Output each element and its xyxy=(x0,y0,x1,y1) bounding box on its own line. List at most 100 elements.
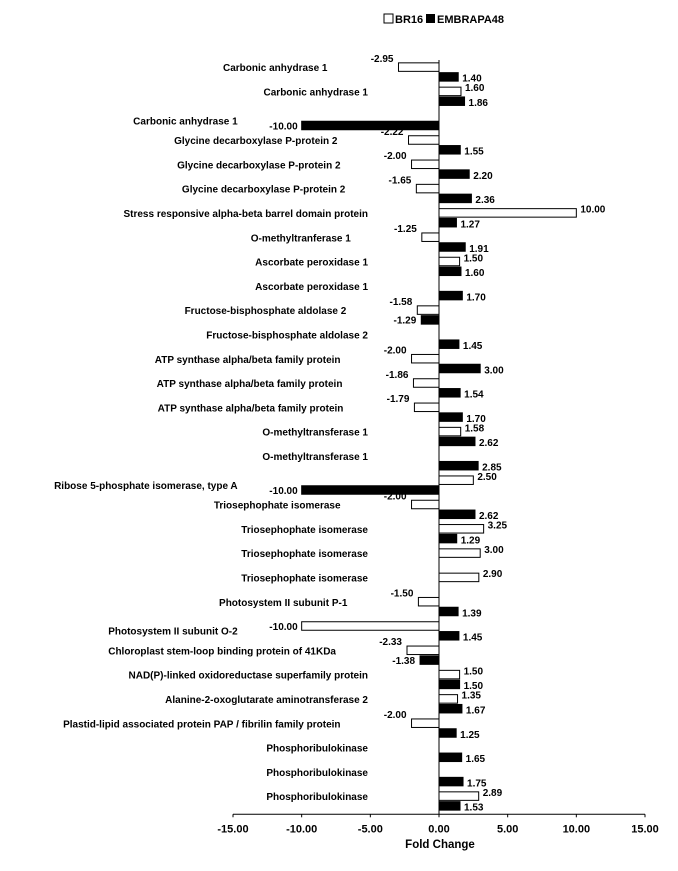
category-label: Photosystem II subunit O-2 xyxy=(108,627,238,638)
category-label: Fructose-bisphosphate aldolase 2 xyxy=(185,306,347,317)
data-label-br16: -2.22 xyxy=(381,127,404,138)
category-label: Phosphoribulokinase xyxy=(266,744,368,755)
bar-br16 xyxy=(421,232,440,242)
bar-br16 xyxy=(397,62,440,72)
bar-embrapa48 xyxy=(420,315,440,325)
bar-br16 xyxy=(438,208,577,218)
legend-swatch-br16 xyxy=(383,13,394,24)
data-label-br16: 2.50 xyxy=(477,472,497,483)
data-label-embrapa48: 2.85 xyxy=(482,462,502,473)
bar-embrapa48 xyxy=(438,801,461,811)
category-label: O-methyltranferase 1 xyxy=(251,233,351,244)
data-label-embrapa48: 1.67 xyxy=(466,705,486,716)
bar-br16 xyxy=(417,596,440,607)
data-label-embrapa48: 2.62 xyxy=(479,511,499,522)
bar-embrapa48 xyxy=(438,728,457,738)
bar-br16 xyxy=(411,159,440,170)
data-label-embrapa48: -10.00 xyxy=(269,121,298,132)
bar-embrapa48 xyxy=(438,679,461,690)
data-label-embrapa48: 2.20 xyxy=(473,171,493,182)
data-label-embrapa48: 1.45 xyxy=(463,633,483,644)
legend: BR16 EMBRAPA48 xyxy=(383,13,504,26)
bar-br16 xyxy=(438,426,462,437)
bar-embrapa48 xyxy=(438,533,458,544)
data-label-embrapa48: 1.45 xyxy=(463,341,483,352)
category-label: Photosystem II subunit P-1 xyxy=(219,598,348,609)
bar-br16 xyxy=(416,305,440,315)
data-label-br16: -1.86 xyxy=(386,370,409,381)
data-label-embrapa48: 1.55 xyxy=(464,147,484,158)
category-label: Carbonic anhydrase 1 xyxy=(133,116,238,127)
bar-br16 xyxy=(438,694,459,704)
data-label-embrapa48: 1.40 xyxy=(462,74,482,85)
data-label-embrapa48: 2.36 xyxy=(475,195,495,206)
bar-br16 xyxy=(301,621,440,631)
bar-br16 xyxy=(406,645,440,656)
data-label-embrapa48: -1.38 xyxy=(392,656,415,667)
category-label: Triosephophate isomerase xyxy=(241,549,368,560)
category-label: ATP synthase alpha/beta family protein xyxy=(157,379,343,390)
category-label: ATP synthase alpha/beta family protein xyxy=(158,403,344,414)
category-label: Glycine decarboxylase P-protein 2 xyxy=(182,185,346,196)
bar-br16 xyxy=(408,135,440,145)
category-label: Triosephophate isomerase xyxy=(241,525,368,536)
x-tick-label: -5.00 xyxy=(358,823,383,835)
data-label-embrapa48: 3.00 xyxy=(484,365,504,376)
data-label-br16: 1.60 xyxy=(465,83,485,94)
legend-label-embrapa48: EMBRAPA48 xyxy=(437,14,504,26)
bar-br16 xyxy=(438,572,480,583)
bar-br16 xyxy=(438,86,462,97)
data-label-br16: 2.89 xyxy=(483,788,503,799)
bar-embrapa48 xyxy=(438,436,476,447)
data-label-embrapa48: 2.62 xyxy=(479,438,499,449)
bar-br16 xyxy=(438,791,480,801)
data-label-embrapa48: 1.29 xyxy=(461,535,481,546)
bar-embrapa48 xyxy=(438,606,459,617)
data-label-br16: 1.50 xyxy=(464,666,484,677)
data-label-embrapa48: 1.50 xyxy=(464,681,484,692)
category-label: Plastid-lipid associated protein PAP / f… xyxy=(63,719,340,730)
category-label: O-methyltransferase 1 xyxy=(262,428,368,439)
bar-embrapa48 xyxy=(438,339,460,349)
x-tick-label: 10.00 xyxy=(563,823,591,835)
bar-br16 xyxy=(438,475,474,485)
data-label-br16: 2.90 xyxy=(483,569,503,580)
value-labels: -2.951.401.601.86-10.00 -2.221.55-2.002.2… xyxy=(269,54,605,814)
bar-embrapa48 xyxy=(438,217,457,228)
category-label: NAD(P)-linked oxidoreductase superfamily… xyxy=(129,671,369,682)
data-label-embrapa48: 1.70 xyxy=(466,414,486,425)
data-label-embrapa48: 1.25 xyxy=(460,730,480,741)
x-tick-label: 5.00 xyxy=(497,823,518,835)
bar-br16 xyxy=(415,183,440,194)
data-label-br16: -10.00 xyxy=(269,622,298,633)
bar-br16 xyxy=(438,256,461,267)
bar-embrapa48 xyxy=(438,388,461,398)
data-label-embrapa48: 1.91 xyxy=(469,244,489,255)
x-tick-label: -15.00 xyxy=(217,823,248,835)
category-label: Glycine decarboxylase P-protein 2 xyxy=(174,136,338,147)
bar-br16 xyxy=(438,524,485,534)
x-axis: -15.00 -10.00 -5.00 0.00 5.00 10.00 15.00 xyxy=(217,813,659,835)
bars xyxy=(301,62,577,811)
bar-embrapa48 xyxy=(301,485,440,495)
bar-embrapa48 xyxy=(438,631,460,641)
x-tick-label: -10.00 xyxy=(286,823,317,835)
bar-br16 xyxy=(412,378,440,388)
data-label-br16: 1.35 xyxy=(462,691,482,702)
data-label-br16: -1.65 xyxy=(389,175,412,186)
legend-label-br16: BR16 xyxy=(395,14,423,26)
data-label-embrapa48: -1.29 xyxy=(393,316,416,327)
bar-embrapa48 xyxy=(438,460,479,471)
data-label-br16: -1.79 xyxy=(387,394,410,405)
category-label: ATP synthase alpha/beta family protein xyxy=(155,355,341,366)
category-label: Fructose-bisphosphate aldolase 2 xyxy=(206,330,368,341)
legend-swatch-embrapa48 xyxy=(426,14,435,23)
data-label-br16: 3.00 xyxy=(484,545,504,556)
data-label-embrapa48: 1.75 xyxy=(467,778,487,789)
bar-embrapa48 xyxy=(438,752,463,763)
bar-embrapa48 xyxy=(438,266,462,277)
bar-embrapa48 xyxy=(438,242,466,252)
category-label: Triosephophate isomerase xyxy=(214,501,341,512)
category-label: Ribose 5-phosphate isomerase, type A xyxy=(54,481,238,492)
